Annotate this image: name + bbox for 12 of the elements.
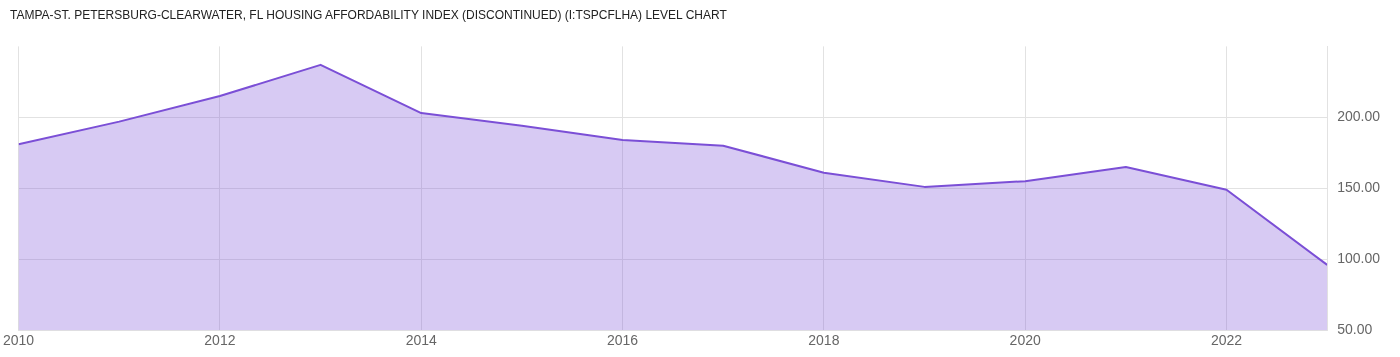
x-tick-label: 2012 — [204, 332, 236, 349]
y-tick-label: 100.00 — [1337, 250, 1381, 267]
x-tick-label: 2016 — [606, 332, 639, 349]
x-tick-label: 2010 — [2, 332, 35, 349]
x-tick-label: 2022 — [1210, 332, 1243, 349]
y-tick-label: 50.00 — [1337, 321, 1373, 338]
y-tick-label: 150.00 — [1337, 179, 1381, 196]
y-tick-label: 200.00 — [1337, 108, 1381, 125]
x-tick-label: 2014 — [405, 332, 437, 349]
x-tick-label: 2018 — [808, 332, 840, 349]
x-tick-label: 2020 — [1009, 332, 1041, 349]
chart-title: TAMPA-ST. PETERSBURG-CLEARWATER, FL HOUSING AFFORDABILITY INDEX (DISCONTINUED) (I:TSPCFLHA) LEVEL CHART — [9, 7, 728, 24]
